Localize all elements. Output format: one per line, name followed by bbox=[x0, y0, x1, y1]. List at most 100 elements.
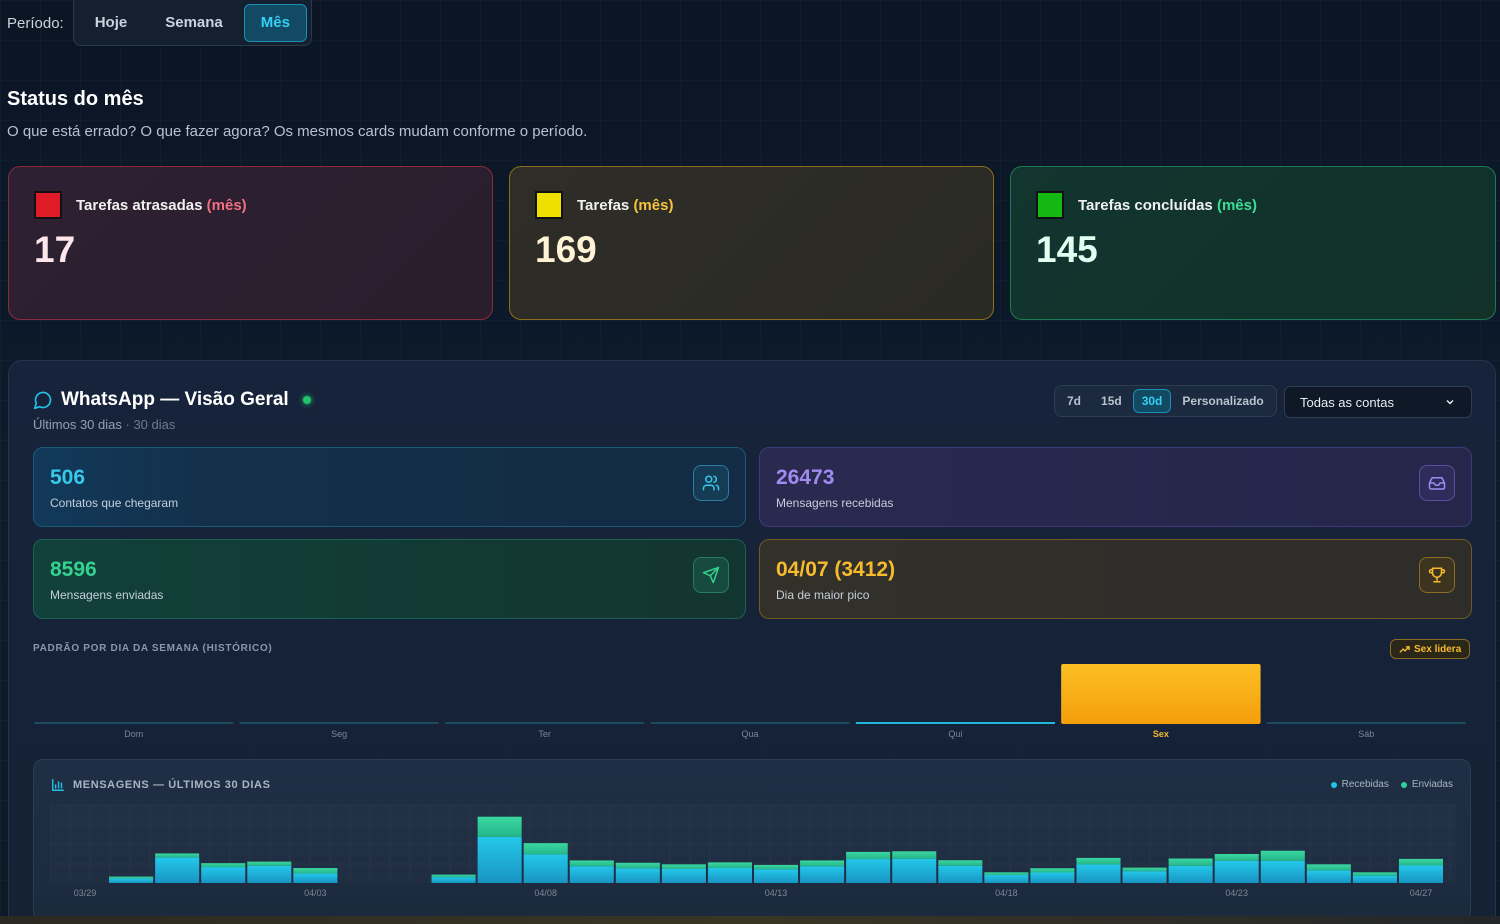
weekday-leader-label: Sex lidera bbox=[1414, 643, 1462, 655]
period-button-group: Hoje Semana Mês bbox=[72, 0, 312, 46]
received-bar-15[interactable] bbox=[754, 869, 799, 883]
legend-dot-received bbox=[1330, 781, 1337, 788]
sent-bar-18[interactable] bbox=[892, 851, 937, 859]
bottom-strip bbox=[0, 916, 1500, 924]
received-bar-1[interactable] bbox=[109, 878, 154, 883]
received-bar-4[interactable] bbox=[247, 865, 292, 883]
sent-messages-kpi-label: Mensagens enviadas bbox=[50, 588, 164, 602]
weekday-bar-5[interactable] bbox=[1061, 664, 1261, 724]
contacts-kpi-label: Contatos que chegaram bbox=[50, 496, 179, 510]
whatsapp-title: WhatsApp — Visão Geral bbox=[61, 389, 289, 410]
sent-bar-10[interactable] bbox=[523, 843, 568, 855]
received-bar-12[interactable] bbox=[615, 868, 660, 883]
received-bar-23[interactable] bbox=[1122, 871, 1167, 883]
weekday-bar-6[interactable] bbox=[1266, 722, 1466, 724]
sent-bar-17[interactable] bbox=[846, 851, 891, 860]
sent-bar-1[interactable] bbox=[109, 876, 154, 879]
range-button-30d[interactable]: 30d bbox=[1132, 389, 1172, 413]
tasks-value: 169 bbox=[535, 229, 597, 270]
weekday-tick-label: Qui bbox=[948, 729, 962, 739]
weekday-bar-4[interactable] bbox=[855, 722, 1056, 724]
received-bar-14[interactable] bbox=[707, 868, 752, 883]
sent-bar-2[interactable] bbox=[155, 853, 200, 858]
tasks-card[interactable]: Tarefas (mês) 169 bbox=[509, 166, 994, 320]
range-button-7d[interactable]: 7d bbox=[1067, 394, 1082, 408]
tasks-label: Tarefas bbox=[577, 196, 630, 214]
legend-label-sent: Enviadas bbox=[1411, 779, 1453, 790]
received-bar-18[interactable] bbox=[892, 858, 937, 883]
sent-bar-25[interactable] bbox=[1214, 854, 1259, 861]
trend-up-icon bbox=[1399, 645, 1410, 653]
period-label: Período: bbox=[7, 14, 64, 32]
sent-bar-23[interactable] bbox=[1122, 867, 1167, 872]
weekday-tick-label: Dom bbox=[124, 729, 143, 739]
received-bar-26[interactable] bbox=[1260, 860, 1305, 883]
weekday-bar-2[interactable] bbox=[444, 722, 645, 724]
legend-dot-sent bbox=[1400, 781, 1407, 788]
received-bar-16[interactable] bbox=[800, 866, 845, 883]
sent-bar-24[interactable] bbox=[1168, 858, 1213, 866]
sent-bar-5[interactable] bbox=[293, 868, 338, 874]
trophy-icon bbox=[1419, 557, 1455, 593]
sent-bar-19[interactable] bbox=[938, 860, 983, 866]
sent-bar-11[interactable] bbox=[569, 860, 614, 867]
received-bar-24[interactable] bbox=[1168, 865, 1213, 883]
sent-bar-9[interactable] bbox=[477, 816, 522, 837]
received-messages-kpi-label: Mensagens recebidas bbox=[776, 496, 894, 510]
overdue-tasks-period: (mês) bbox=[206, 196, 247, 214]
received-bar-17[interactable] bbox=[846, 859, 891, 883]
range-button-group: 7d 15d 30d Personalizado bbox=[1054, 385, 1277, 417]
sent-bar-26[interactable] bbox=[1260, 850, 1305, 861]
period-button-semana[interactable]: Semana bbox=[165, 14, 223, 31]
sent-bar-21[interactable] bbox=[1030, 868, 1075, 873]
received-bar-11[interactable] bbox=[569, 866, 614, 883]
sent-bar-14[interactable] bbox=[707, 862, 752, 869]
received-bar-20[interactable] bbox=[984, 875, 1029, 883]
whatsapp-panel: WhatsApp — Visão Geral Últimos 30 dias ·… bbox=[8, 360, 1496, 924]
sent-bar-15[interactable] bbox=[754, 864, 799, 870]
weekday-tick-label: Qua bbox=[741, 729, 758, 739]
peak-day-kpi-card: 04/07 (3412) Dia de maior pico bbox=[759, 539, 1472, 619]
period-button-hoje[interactable]: Hoje bbox=[94, 14, 128, 31]
sent-bar-20[interactable] bbox=[984, 872, 1029, 876]
received-bar-8[interactable] bbox=[431, 877, 476, 883]
range-button-15d[interactable]: 15d bbox=[1101, 394, 1122, 408]
sent-bar-27[interactable] bbox=[1306, 864, 1351, 871]
received-bar-2[interactable] bbox=[155, 857, 200, 883]
weekday-bar-3[interactable] bbox=[650, 722, 850, 724]
sent-bar-12[interactable] bbox=[615, 862, 660, 869]
received-bar-13[interactable] bbox=[661, 869, 706, 883]
received-bar-9[interactable] bbox=[477, 836, 522, 883]
received-bar-3[interactable] bbox=[201, 867, 246, 883]
received-bar-29[interactable] bbox=[1398, 865, 1443, 884]
received-bar-28[interactable] bbox=[1352, 875, 1397, 883]
completed-tasks-card[interactable]: Tarefas concluídas (mês) 145 bbox=[1010, 166, 1496, 320]
range-button-custom[interactable]: Personalizado bbox=[1182, 394, 1264, 408]
send-icon bbox=[693, 557, 729, 593]
received-bar-10[interactable] bbox=[523, 854, 568, 883]
sent-bar-16[interactable] bbox=[800, 860, 845, 867]
sent-bar-29[interactable] bbox=[1398, 858, 1443, 866]
peak-day-kpi-value: 04/07 (3412) bbox=[776, 558, 896, 581]
chevron-down-icon bbox=[1446, 399, 1454, 405]
sent-bar-8[interactable] bbox=[431, 874, 476, 878]
overdue-tasks-card[interactable]: Tarefas atrasadas (mês) 17 bbox=[8, 166, 493, 320]
sent-bar-22[interactable] bbox=[1076, 857, 1121, 865]
received-bar-5[interactable] bbox=[293, 873, 338, 883]
account-select[interactable]: Todas as contas bbox=[1284, 386, 1472, 418]
sent-bar-28[interactable] bbox=[1352, 872, 1397, 876]
sent-bar-13[interactable] bbox=[661, 864, 706, 869]
yellow-square-icon bbox=[535, 191, 563, 219]
weekday-tick-label: Sex bbox=[1153, 729, 1169, 739]
received-bar-25[interactable] bbox=[1214, 860, 1259, 883]
received-bar-27[interactable] bbox=[1306, 870, 1351, 883]
period-button-mes[interactable]: Mês bbox=[243, 3, 307, 42]
weekday-bar-1[interactable] bbox=[239, 722, 439, 724]
received-bar-21[interactable] bbox=[1030, 872, 1075, 884]
sent-bar-3[interactable] bbox=[201, 863, 246, 868]
sent-bar-4[interactable] bbox=[247, 861, 292, 866]
weekday-leader-badge: Sex lidera bbox=[1390, 639, 1471, 659]
received-bar-19[interactable] bbox=[938, 865, 983, 883]
weekday-bar-0[interactable] bbox=[34, 722, 234, 724]
received-bar-22[interactable] bbox=[1076, 864, 1121, 883]
